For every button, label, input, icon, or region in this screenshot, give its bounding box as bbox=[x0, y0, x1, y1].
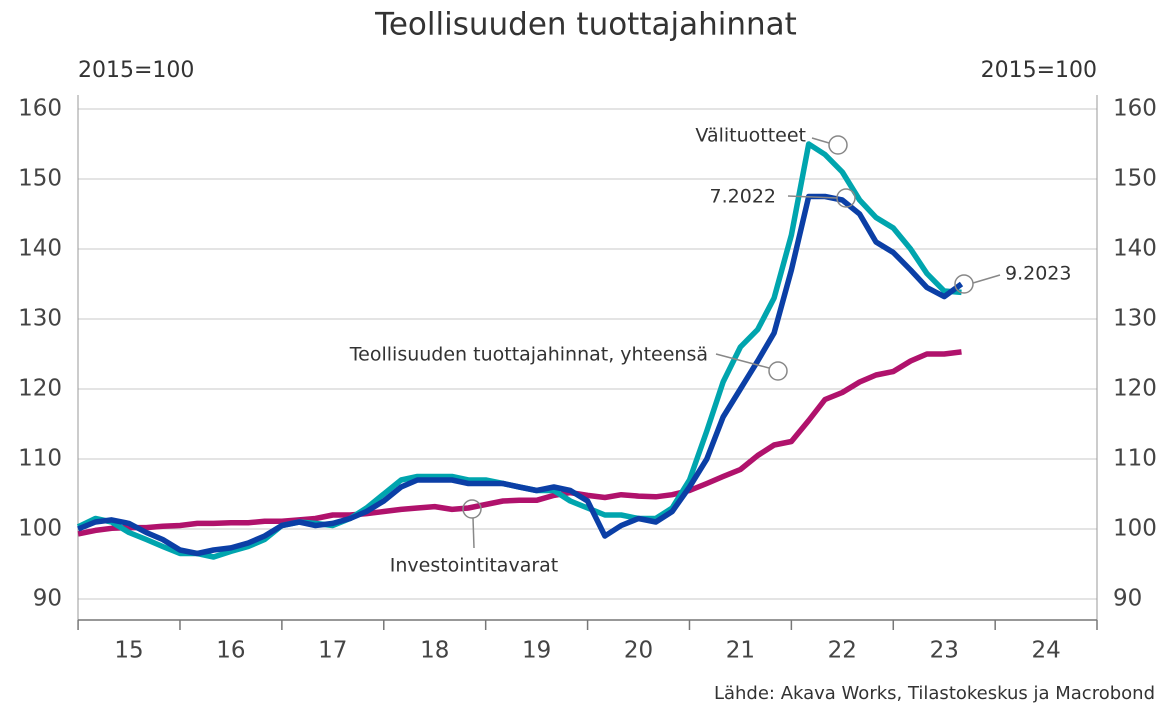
plot: 90 90 100 100 110 110 120 120 130 130 140 140 150 150… bbox=[18, 95, 1157, 664]
x-tick-label: 23 bbox=[930, 638, 959, 664]
x-tick-label: 17 bbox=[318, 638, 347, 664]
marker bbox=[828, 135, 848, 155]
annotation: Investointitavarat bbox=[390, 555, 559, 577]
y-tick-label: 150 bbox=[1113, 166, 1157, 192]
leader bbox=[472, 517, 475, 549]
leader bbox=[972, 274, 1001, 284]
x-tick-label: 19 bbox=[522, 638, 551, 664]
x-tick-label: 24 bbox=[1031, 638, 1060, 664]
leader bbox=[715, 353, 770, 369]
annotation: 9.2023 bbox=[1005, 263, 1071, 285]
y-tick-label: 160 bbox=[1113, 96, 1157, 122]
y-tick-label: 130 bbox=[1113, 306, 1157, 332]
y-tick-label: 110 bbox=[18, 446, 62, 472]
marker bbox=[768, 361, 788, 381]
series-line bbox=[77, 349, 962, 537]
marker bbox=[954, 274, 974, 294]
x-tick-label: 15 bbox=[114, 638, 143, 664]
x-tick-label: 16 bbox=[216, 638, 245, 664]
y-tick-label: 140 bbox=[1113, 236, 1157, 262]
marker bbox=[462, 499, 482, 519]
annotation: Välituotteet bbox=[695, 125, 806, 147]
y-tick-label: 120 bbox=[1113, 376, 1157, 402]
y-tick-label: 130 bbox=[18, 306, 62, 332]
y-tick-label: 140 bbox=[18, 236, 62, 262]
annotation: 7.2022 bbox=[710, 186, 776, 208]
y-tick-label: 150 bbox=[18, 166, 62, 192]
y-axis-label: 2015=100 bbox=[78, 58, 194, 83]
y-tick-label: 120 bbox=[18, 376, 62, 402]
y-tick-label: 110 bbox=[1113, 446, 1157, 472]
leader bbox=[787, 195, 838, 199]
x-tick-label: 22 bbox=[828, 638, 857, 664]
y-tick-label: 100 bbox=[18, 516, 62, 542]
source: Lähde: Akava Works, Tilastokeskus ja Mac… bbox=[714, 683, 1155, 704]
y-tick-label: 90 bbox=[1113, 586, 1142, 612]
x-tick-label: 18 bbox=[420, 638, 449, 664]
annotation: Teollisuuden tuottajahinnat, yhteensä bbox=[349, 344, 708, 366]
y-axis-label: 2015=100 bbox=[981, 58, 1097, 83]
y-tick-label: 90 bbox=[33, 586, 62, 612]
y-tick-label: 160 bbox=[18, 96, 62, 122]
leader bbox=[811, 137, 830, 144]
chart-title: Teollisuuden tuottajahinnat bbox=[374, 7, 797, 43]
y-tick-label: 100 bbox=[1113, 516, 1157, 542]
x-tick-label: 20 bbox=[624, 638, 653, 664]
annotation-markers bbox=[462, 135, 1001, 549]
x-tick-label: 21 bbox=[726, 638, 755, 664]
